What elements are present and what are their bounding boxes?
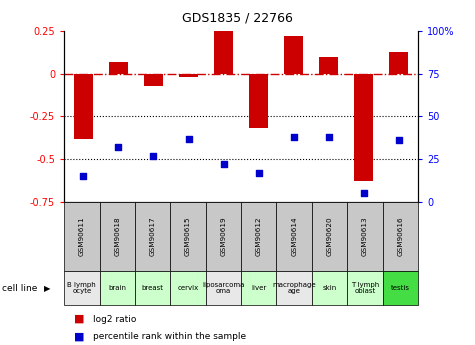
Bar (284, 36, 303, 74)
Bar (241, 271, 276, 305)
Text: GSM90614: GSM90614 (291, 217, 297, 256)
Bar (179, 74, 198, 77)
Text: breast: breast (142, 285, 163, 291)
Text: GSM90619: GSM90619 (220, 217, 227, 256)
Text: ▶: ▶ (44, 284, 51, 293)
Text: GSM90616: GSM90616 (397, 217, 403, 256)
Bar (312, 202, 347, 271)
Point (185, 136, 192, 141)
Bar (276, 271, 312, 305)
Text: GSM90620: GSM90620 (326, 217, 332, 256)
Point (360, 190, 368, 196)
Bar (319, 57, 338, 74)
Text: GSM90612: GSM90612 (256, 217, 262, 256)
Point (255, 170, 262, 176)
Point (290, 134, 297, 140)
Text: testis: testis (391, 285, 410, 291)
Bar (389, 51, 408, 74)
Bar (64, 202, 100, 271)
Point (150, 153, 157, 158)
Text: ■: ■ (74, 314, 84, 324)
Bar (171, 271, 206, 305)
Text: GSM90617: GSM90617 (150, 217, 156, 256)
Bar (74, 74, 93, 139)
Bar (109, 62, 128, 74)
Bar (171, 202, 206, 271)
Point (395, 138, 402, 143)
Text: T lymph
oblast: T lymph oblast (351, 282, 379, 294)
Text: brain: brain (108, 285, 126, 291)
Text: ■: ■ (74, 332, 84, 341)
Text: liposarcoma
oma: liposarcoma oma (202, 282, 245, 294)
Bar (383, 271, 418, 305)
Text: log2 ratio: log2 ratio (93, 315, 136, 324)
Bar (100, 271, 135, 305)
Text: B lymph
ocyte: B lymph ocyte (67, 282, 96, 294)
Bar (347, 271, 383, 305)
Bar (214, 31, 233, 74)
Point (80, 174, 87, 179)
Text: macrophage
age: macrophage age (272, 282, 316, 294)
Bar (64, 271, 100, 305)
Bar (135, 202, 171, 271)
Text: GDS1835 / 22766: GDS1835 / 22766 (182, 11, 293, 24)
Text: GSM90613: GSM90613 (362, 217, 368, 256)
Bar (135, 271, 171, 305)
Bar (249, 74, 268, 128)
Bar (206, 271, 241, 305)
Bar (100, 202, 135, 271)
Bar (276, 202, 312, 271)
Bar (206, 202, 241, 271)
Text: cervix: cervix (177, 285, 199, 291)
Bar (144, 74, 163, 86)
Text: GSM90611: GSM90611 (79, 217, 85, 256)
Text: GSM90618: GSM90618 (114, 217, 120, 256)
Point (114, 145, 122, 150)
Bar (354, 74, 373, 181)
Text: percentile rank within the sample: percentile rank within the sample (93, 332, 246, 341)
Text: GSM90615: GSM90615 (185, 217, 191, 256)
Bar (383, 202, 418, 271)
Bar (312, 271, 347, 305)
Point (220, 161, 228, 167)
Point (325, 134, 332, 140)
Text: cell line: cell line (2, 284, 38, 293)
Bar (241, 202, 276, 271)
Text: liver: liver (251, 285, 266, 291)
Text: skin: skin (323, 285, 337, 291)
Bar (347, 202, 383, 271)
